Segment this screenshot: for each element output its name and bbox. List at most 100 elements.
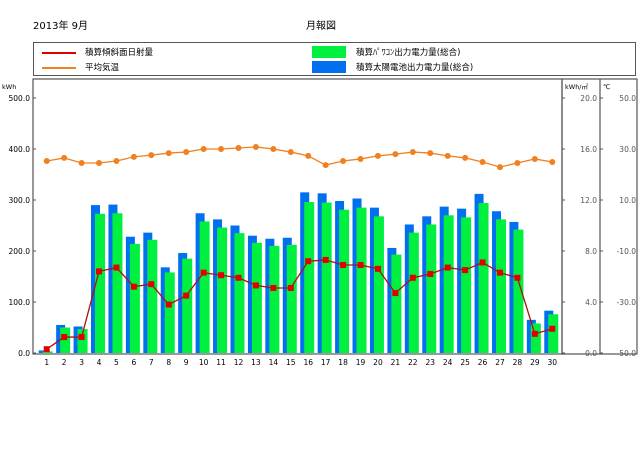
- mid-axis-unit: kWh/㎡: [565, 82, 589, 91]
- x-tick-label: 30: [548, 358, 558, 367]
- mid-tick-label: 12.0: [580, 196, 597, 205]
- temperature-marker: [113, 157, 120, 164]
- x-tick-label: 28: [513, 358, 523, 367]
- temperature-marker: [444, 152, 451, 159]
- bar-pcs-output: [339, 209, 350, 353]
- temperature-marker: [374, 152, 381, 159]
- x-tick-label: 6: [131, 358, 136, 367]
- temperature-marker: [148, 152, 155, 159]
- temperature-marker: [496, 164, 503, 171]
- bar-pcs-output: [182, 258, 193, 353]
- irradiance-marker: [444, 264, 451, 271]
- irradiance-marker: [287, 284, 294, 291]
- x-tick-label: 10: [199, 358, 209, 367]
- irradiance-marker: [130, 283, 137, 290]
- right-axis-unit: ℃: [603, 83, 610, 91]
- x-tick-label: 24: [443, 358, 453, 367]
- mid-tick-label: 0.0: [585, 349, 597, 358]
- irradiance-marker: [200, 269, 207, 276]
- bar-pcs-output: [199, 221, 210, 353]
- irradiance-marker: [374, 265, 381, 272]
- irradiance-marker: [340, 262, 347, 269]
- temperature-marker: [479, 159, 486, 166]
- irradiance-marker: [322, 256, 329, 263]
- irradiance-marker: [165, 301, 172, 308]
- irradiance-marker: [409, 274, 416, 281]
- x-tick-label: 15: [286, 358, 296, 367]
- plot-frame: [32, 78, 638, 355]
- bar-pcs-output: [461, 217, 472, 353]
- bar-pcs-output: [129, 243, 140, 353]
- period-label: 2013年 9月: [33, 21, 88, 32]
- left-tick-label: 200.0: [9, 247, 31, 256]
- temperature-marker: [427, 150, 434, 157]
- x-tick-label: 9: [184, 358, 189, 367]
- bar-pcs-output: [356, 207, 367, 353]
- x-tick-label: 12: [234, 358, 244, 367]
- bar-pcs-output: [426, 224, 437, 353]
- irradiance-marker: [43, 346, 50, 353]
- irradiance-marker: [270, 284, 277, 291]
- bar-pcs-output: [147, 239, 158, 353]
- bar-pcs-output: [321, 202, 332, 353]
- legend-swatch-pv-output: [312, 61, 346, 73]
- temperature-marker: [340, 157, 347, 164]
- x-tick-label: 19: [356, 358, 366, 367]
- right-tick-label: 50.0: [619, 94, 636, 103]
- temperature-marker: [252, 143, 259, 150]
- x-tick-label: 5: [114, 358, 119, 367]
- bar-pcs-output: [269, 245, 280, 353]
- right-tick-label: -50.0: [617, 349, 637, 358]
- x-tick-label: 23: [425, 358, 435, 367]
- irradiance-marker: [305, 258, 312, 265]
- bar-pcs-output: [286, 244, 297, 353]
- bar-pcs-output: [217, 227, 228, 353]
- irradiance-marker: [61, 334, 68, 341]
- x-tick-label: 27: [495, 358, 505, 367]
- bar-pcs-output: [443, 215, 454, 353]
- irradiance-marker: [252, 282, 259, 289]
- temperature-marker: [235, 144, 242, 151]
- right-tick-label: 30.0: [619, 145, 636, 154]
- right-tick-label: -30.0: [617, 298, 637, 307]
- legend-label-irradiance: 積算傾斜面日射量: [85, 48, 154, 58]
- temperature-marker: [43, 157, 50, 164]
- x-tick-label: 8: [166, 358, 171, 367]
- bar-pcs-output: [513, 229, 524, 353]
- bar-pcs-output: [95, 213, 106, 353]
- bar-pcs-output: [77, 329, 88, 353]
- legend-swatch-temperature: [42, 67, 76, 69]
- bar-pcs-output: [373, 216, 384, 353]
- mid-tick-label: 16.0: [580, 145, 597, 154]
- temperature-marker: [409, 149, 416, 156]
- bar-pcs-output: [495, 219, 506, 353]
- bar-pcs-output: [112, 213, 123, 353]
- irradiance-marker: [392, 290, 399, 297]
- temperature-marker: [270, 146, 277, 152]
- temperature-marker: [322, 162, 329, 169]
- legend-label-temperature: 平均気温: [85, 63, 120, 73]
- irradiance-marker: [514, 274, 521, 281]
- irradiance-marker: [479, 259, 486, 266]
- left-tick-label: 500.0: [9, 94, 31, 103]
- left-tick-label: 400.0: [9, 145, 31, 154]
- temperature-marker: [218, 146, 225, 152]
- left-tick-label: 0.0: [18, 349, 30, 358]
- irradiance-marker: [78, 334, 85, 341]
- left-tick-label: 100.0: [9, 298, 31, 307]
- mid-tick-label: 4.0: [585, 298, 597, 307]
- bar-series: [38, 192, 559, 353]
- legend-swatch-pcs-output: [312, 46, 346, 58]
- x-tick-label: 4: [97, 358, 102, 367]
- x-tick-label: 16: [303, 358, 313, 367]
- x-tick-label: 2: [62, 358, 67, 367]
- x-tick-label: 14: [269, 358, 279, 367]
- x-tick-label: 18: [338, 358, 348, 367]
- temperature-marker: [130, 153, 137, 160]
- x-tick-label: 21: [391, 358, 401, 367]
- bar-pcs-output: [60, 327, 71, 353]
- bar-pcs-output: [478, 203, 489, 353]
- temperature-marker: [200, 146, 207, 152]
- bar-pcs-output: [234, 233, 245, 353]
